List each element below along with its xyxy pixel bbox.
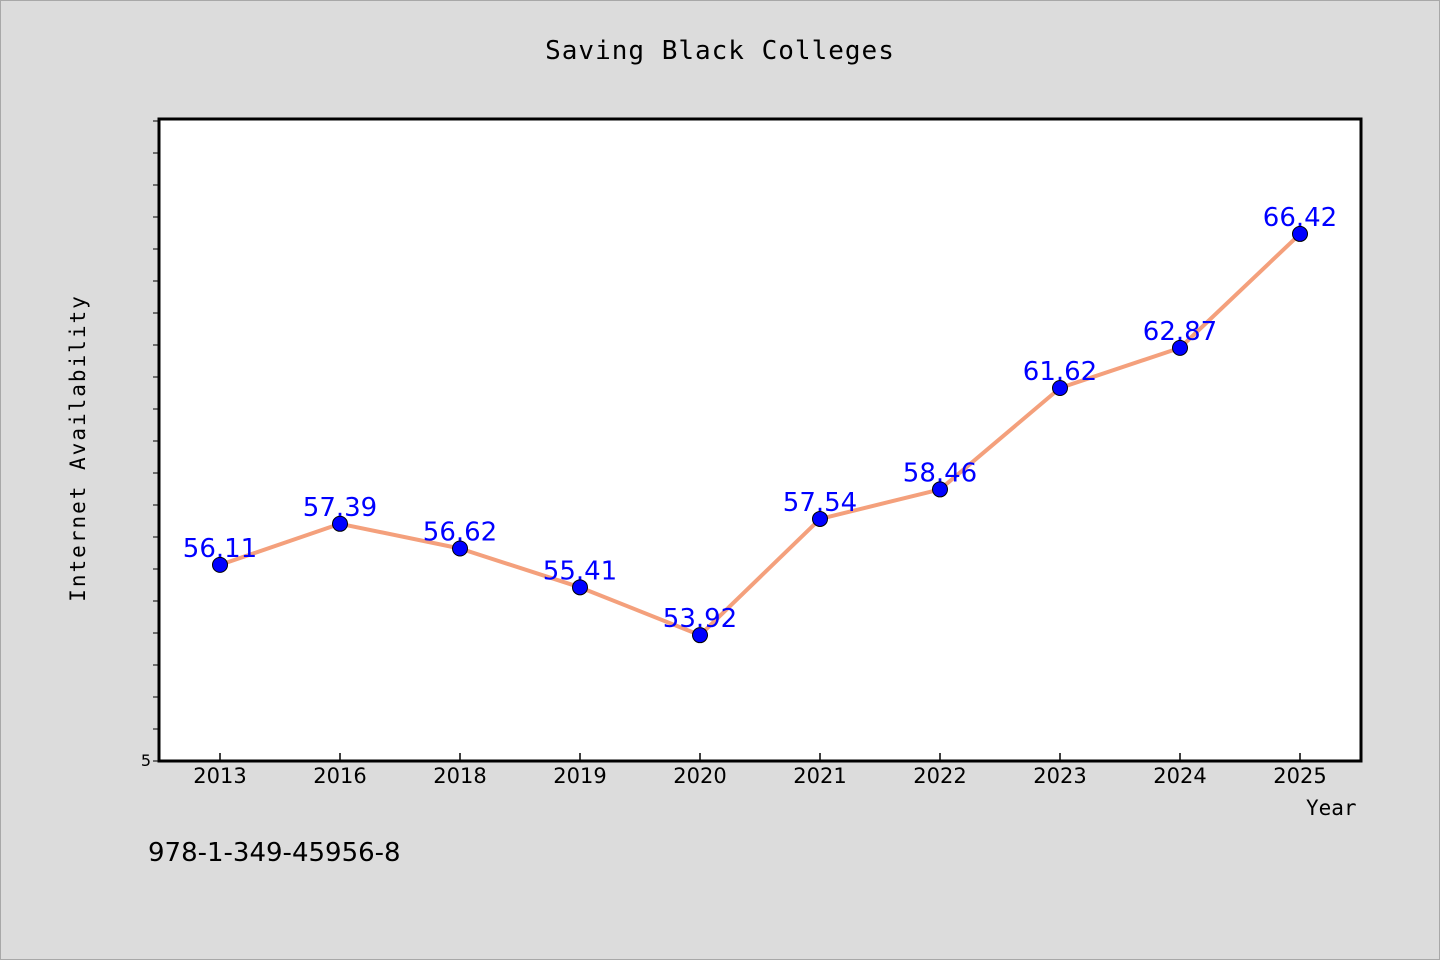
y-axis-ticks: 5 — [141, 120, 159, 770]
data-label: 56.62 — [423, 517, 497, 547]
data-point — [932, 481, 948, 498]
data-point — [812, 510, 828, 527]
y-tick-label: 5 — [141, 751, 151, 770]
data-point — [212, 556, 228, 573]
x-axis-label: Year — [1306, 796, 1357, 820]
data-label: 58.46 — [903, 458, 977, 488]
data-label: 57.54 — [783, 488, 857, 518]
data-point — [1172, 339, 1188, 356]
data-label: 62.87 — [1143, 317, 1217, 347]
data-point — [1052, 379, 1068, 396]
x-tick-label: 2024 — [1153, 764, 1206, 788]
data-point — [1292, 225, 1308, 242]
data-label: 53.92 — [663, 604, 737, 634]
data-point — [572, 579, 588, 596]
plot-area — [157, 117, 1363, 763]
x-tick-label: 2016 — [313, 764, 366, 788]
data-label: 56.11 — [183, 534, 257, 564]
x-tick-label: 2025 — [1273, 764, 1326, 788]
series-line — [219, 232, 1302, 638]
x-tick-label: 2019 — [553, 764, 606, 788]
data-label: 55.41 — [543, 556, 617, 586]
data-point — [332, 515, 348, 532]
x-tick-label: 2018 — [433, 764, 486, 788]
data-point — [452, 540, 468, 557]
x-tick-label: 2013 — [193, 764, 246, 788]
x-axis: 2013 2016 2018 2019 2020 2021 2022 2023 2024 2025 — [193, 753, 1327, 788]
data-point — [692, 627, 708, 644]
isbn-footnote: 978-1-349-45956-8 — [148, 838, 401, 868]
chart-title: Saving Black Colleges — [545, 36, 895, 66]
x-tick-label: 2023 — [1033, 764, 1086, 788]
x-tick-label: 2022 — [913, 764, 966, 788]
x-tick-label: 2021 — [793, 764, 846, 788]
series-layer: 56.11 57.39 56.62 55.41 53.92 57.54 58.46 61.62… — [183, 203, 1337, 644]
data-label: 57.39 — [303, 493, 377, 523]
x-tick-label: 2020 — [673, 764, 726, 788]
data-label: 61.62 — [1023, 357, 1097, 387]
data-label: 66.42 — [1263, 203, 1337, 233]
